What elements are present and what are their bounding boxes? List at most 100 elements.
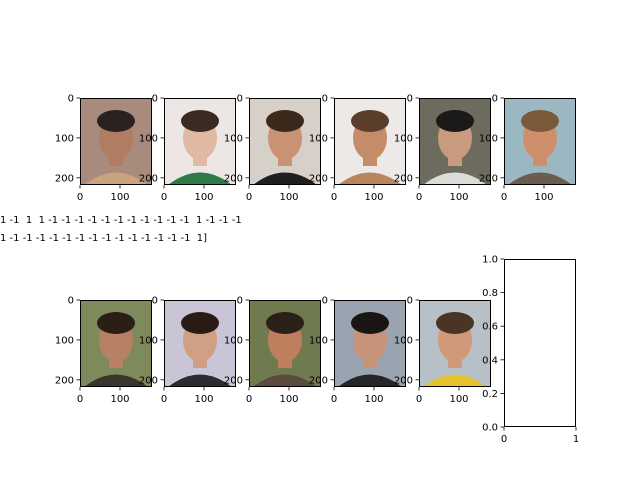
axes-frame <box>249 98 321 185</box>
label-line-2: 1 -1 -1 -1 -1 -1 -1 -1 -1 -1 -1 -1 -1 -1… <box>0 233 207 244</box>
y-tick-label: 200 <box>309 173 328 184</box>
axes-frame <box>164 98 236 185</box>
x-tick-label: 0 <box>246 192 252 203</box>
axes-frame <box>249 300 321 387</box>
axes-frame <box>334 300 406 387</box>
image-panel: 0 100 0 100 200 <box>139 94 236 203</box>
y-tick-label: 0 <box>407 296 413 307</box>
y-tick-label: 200 <box>309 375 328 386</box>
y-tick-label: 0 <box>492 94 498 105</box>
y-tick-label: 200 <box>224 375 243 386</box>
axes-frame <box>419 98 491 185</box>
axes-frame <box>504 98 576 185</box>
y-tick-label: 200 <box>55 375 74 386</box>
y-tick-label: 0 <box>152 94 158 105</box>
image-panel: 0 100 0 100 200 <box>139 296 236 405</box>
y-tick-label: 0 <box>237 296 243 307</box>
x-tick-label: 100 <box>279 192 298 203</box>
image-panel: 0 100 0 100 200 <box>394 296 491 405</box>
y-tick-label: 200 <box>479 173 498 184</box>
axes-frame <box>80 300 152 387</box>
y-tick-label: 100 <box>224 133 243 144</box>
y-tick-label: 0 <box>322 296 328 307</box>
face-photo <box>80 300 152 387</box>
axes-frame <box>504 259 576 427</box>
y-tick-label: 0.6 <box>482 322 498 333</box>
y-tick-label: 100 <box>309 133 328 144</box>
y-tick-label: 100 <box>55 335 74 346</box>
image-panel: 0 100 0 100 200 <box>224 94 321 203</box>
x-tick-label: 0 <box>501 192 507 203</box>
y-tick-label: 200 <box>139 173 158 184</box>
x-tick-label: 100 <box>364 394 383 405</box>
y-tick-label: 1.0 <box>482 255 498 266</box>
x-tick-label: 100 <box>110 192 129 203</box>
y-tick-label: 100 <box>55 133 74 144</box>
face-photo <box>164 98 236 185</box>
x-tick-label: 0 <box>501 434 507 445</box>
x-tick-label: 0 <box>331 394 337 405</box>
x-tick-label: 0 <box>416 192 422 203</box>
axes-frame <box>419 300 491 387</box>
y-tick-label: 200 <box>394 375 413 386</box>
x-tick-label: 100 <box>449 192 468 203</box>
y-tick-label: 0 <box>152 296 158 307</box>
axes-frame <box>80 98 152 185</box>
image-panel: 0 100 0 100 200 <box>479 94 576 203</box>
image-panel: 0 100 0 100 200 <box>55 94 152 203</box>
x-tick-label: 0 <box>77 394 83 405</box>
face-photo <box>334 300 406 387</box>
y-tick-label: 100 <box>479 133 498 144</box>
face-photo <box>419 300 491 387</box>
y-tick-label: 200 <box>224 173 243 184</box>
face-photo <box>249 300 321 387</box>
face-photo <box>164 300 236 387</box>
image-panel: 0 100 0 100 200 <box>394 94 491 203</box>
x-tick-label: 0 <box>161 192 167 203</box>
face-photo <box>249 98 321 185</box>
x-tick-label: 0 <box>331 192 337 203</box>
image-panel: 0 100 0 100 200 <box>309 94 406 203</box>
y-tick-label: 100 <box>139 335 158 346</box>
face-photo <box>504 98 576 185</box>
y-tick-label: 0 <box>322 94 328 105</box>
y-tick-label: 100 <box>394 133 413 144</box>
x-tick-label: 1 <box>573 434 579 445</box>
face-photo <box>80 98 152 185</box>
y-tick-label: 100 <box>139 133 158 144</box>
image-panel: 0 100 0 100 200 <box>309 296 406 405</box>
y-tick-label: 100 <box>309 335 328 346</box>
y-tick-label: 200 <box>55 173 74 184</box>
y-tick-label: 0.4 <box>482 355 498 366</box>
y-tick-label: 0.8 <box>482 288 498 299</box>
axes-frame <box>164 300 236 387</box>
image-panel: 0 100 0 100 200 <box>224 296 321 405</box>
x-tick-label: 0 <box>416 394 422 405</box>
face-photo <box>419 98 491 185</box>
x-tick-label: 100 <box>279 394 298 405</box>
x-tick-label: 100 <box>194 394 213 405</box>
axes-frame <box>334 98 406 185</box>
y-tick-label: 0.0 <box>482 423 498 434</box>
x-tick-label: 100 <box>110 394 129 405</box>
x-tick-label: 0 <box>77 192 83 203</box>
y-tick-label: 100 <box>394 335 413 346</box>
y-tick-label: 200 <box>139 375 158 386</box>
y-tick-label: 0 <box>237 94 243 105</box>
empty-axes: 0 1 0.0 0.2 0.4 0.6 0.8 1.0 <box>482 255 579 446</box>
y-tick-label: 0 <box>68 94 74 105</box>
x-tick-label: 0 <box>246 394 252 405</box>
x-tick-label: 0 <box>161 394 167 405</box>
face-photo <box>334 98 406 185</box>
y-tick-label: 200 <box>394 173 413 184</box>
y-tick-label: 0 <box>407 94 413 105</box>
image-panel: 0 100 0 100 200 <box>55 296 152 405</box>
y-tick-label: 100 <box>224 335 243 346</box>
y-tick-label: 0 <box>68 296 74 307</box>
label-line-1: 1 -1 1 1 -1 -1 -1 -1 -1 -1 -1 -1 -1 -1 -… <box>0 215 242 226</box>
x-tick-label: 100 <box>194 192 213 203</box>
x-tick-label: 100 <box>449 394 468 405</box>
y-tick-label: 0.2 <box>482 389 498 400</box>
